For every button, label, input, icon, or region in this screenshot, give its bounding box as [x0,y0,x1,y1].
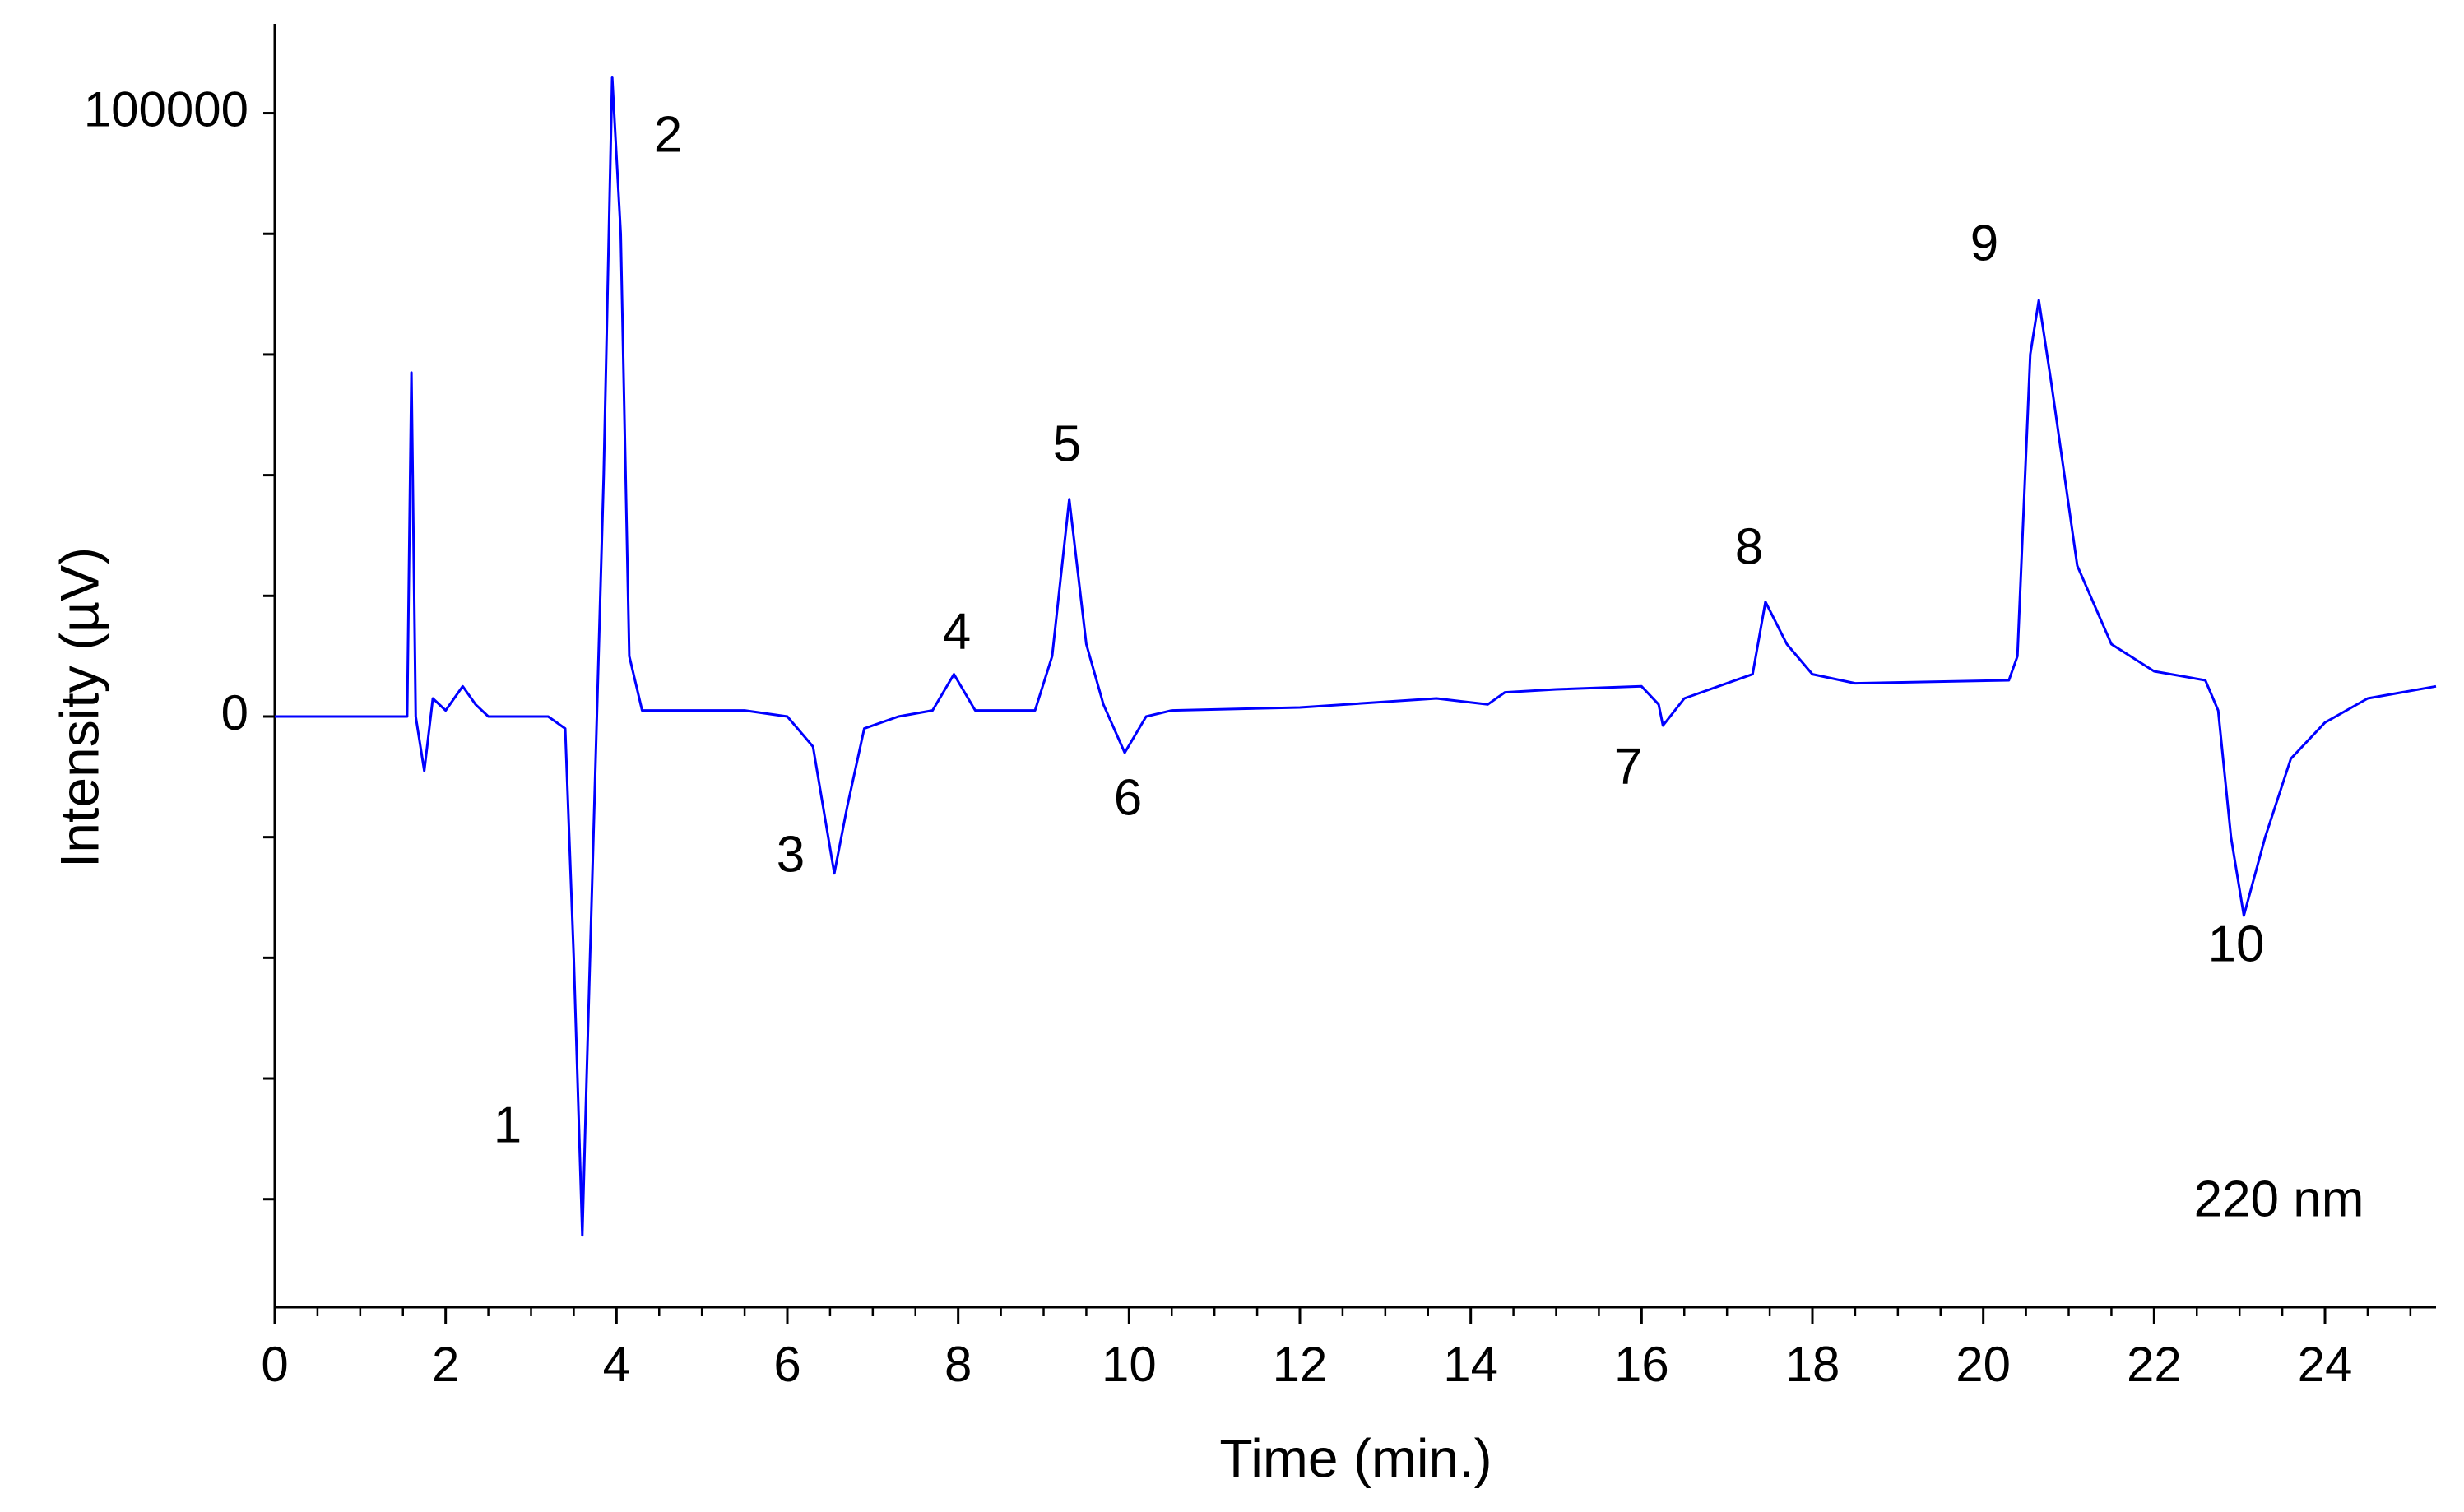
x-tick-label: 12 [1273,1337,1328,1392]
x-tick-label: 18 [1785,1337,1840,1392]
x-axis-title: Time (min.) [1219,1427,1492,1488]
x-tick-label: 14 [1443,1337,1498,1392]
x-tick-label: 16 [1614,1337,1669,1392]
x-tick-label: 2 [432,1337,459,1392]
peak-label: 3 [777,826,805,883]
x-tick-label: 6 [773,1337,800,1392]
peak-label: 5 [1053,415,1081,472]
peak-label: 8 [1735,518,1763,575]
peak-label: 10 [2208,916,2265,972]
trace [275,76,2437,1237]
peak-label: 7 [1614,738,1642,795]
y-tick-label: 100000 [84,81,248,137]
y-axis-title: Intensity (µV) [49,547,109,868]
peak-label: 2 [654,106,682,163]
peak-label: 4 [943,603,971,660]
y-tick-label: 0 [221,685,248,740]
peak-label: 6 [1114,769,1142,826]
wavelength-label: 220 nm [2194,1171,2364,1227]
x-tick-label: 10 [1102,1337,1157,1392]
x-tick-label: 24 [2298,1337,2353,1392]
x-tick-label: 8 [944,1337,972,1392]
x-tick-label: 22 [2127,1337,2182,1392]
peak-label: 9 [1970,215,1998,271]
x-tick-label: 4 [603,1337,630,1392]
peak-label: 1 [494,1097,522,1153]
x-tick-label: 0 [261,1337,288,1392]
x-tick-label: 20 [1956,1337,2011,1392]
